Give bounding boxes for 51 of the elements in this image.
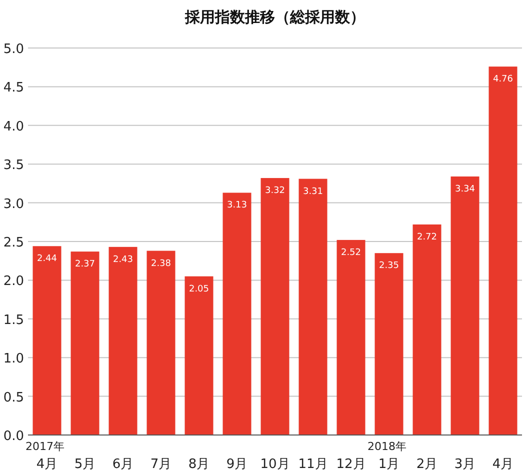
data-label: 2.37 (74, 260, 96, 270)
x-tick-label: 9月 (226, 457, 248, 472)
data-label: 4.76 (492, 74, 514, 85)
text: 0.0 (3, 429, 24, 444)
bar (222, 192, 252, 435)
data-label: 2.44 (36, 254, 58, 264)
text: 1.5 (3, 312, 24, 328)
x-tick-label: 10月 (260, 457, 290, 472)
data-label: 3.34 (454, 184, 476, 194)
bar (336, 240, 366, 435)
data-label: 2.43 (112, 254, 134, 265)
chart-title: 採用指数推移（総採用数） (184, 8, 365, 26)
text: 4.0 (3, 119, 24, 134)
bar (298, 178, 328, 435)
data-label: 3.32 (264, 186, 286, 196)
text: 2.0 (3, 274, 24, 290)
text: 0.5 (3, 390, 24, 406)
data-label: 2.05 (188, 284, 210, 294)
x-tick-label: 12月 (336, 457, 366, 472)
bar (184, 276, 214, 435)
x-tick-label: 2018年 1月 (368, 440, 406, 472)
x-tick-label: 5月 (74, 457, 96, 472)
bar (450, 176, 480, 435)
bar (374, 253, 404, 435)
text: 5.0 (3, 42, 24, 57)
bar (70, 252, 100, 435)
bar (32, 246, 62, 435)
bar (260, 178, 290, 435)
x-tick-label: 7月 (150, 457, 172, 472)
bar (146, 250, 176, 435)
data-label: 3.31 (302, 186, 324, 197)
x-tick-label: 4月 (492, 457, 514, 472)
data-label: 3.13 (226, 200, 248, 211)
x-tick-label: 8月 (188, 457, 210, 472)
data-label: 2.72 (416, 232, 438, 242)
x-tick-label: 2017年 4月 (26, 440, 64, 472)
x-tick-label: 6月 (112, 457, 134, 472)
text: 3.5 (3, 158, 24, 174)
text: 3.0 (3, 196, 24, 212)
text: 2.5 (3, 236, 24, 250)
data-label: 2.52 (340, 248, 362, 258)
x-tick-label: 11月 (298, 457, 328, 472)
data-label: 2.35 (378, 261, 400, 272)
text: 4.5 (3, 80, 24, 96)
x-tick-label: 2月 (416, 457, 438, 472)
bar (412, 224, 442, 435)
bar (108, 246, 138, 435)
data-label: 2.38 (150, 258, 172, 269)
bar (488, 66, 518, 435)
text: 1.0 (3, 352, 24, 367)
x-tick-label: 3月 (454, 457, 476, 472)
